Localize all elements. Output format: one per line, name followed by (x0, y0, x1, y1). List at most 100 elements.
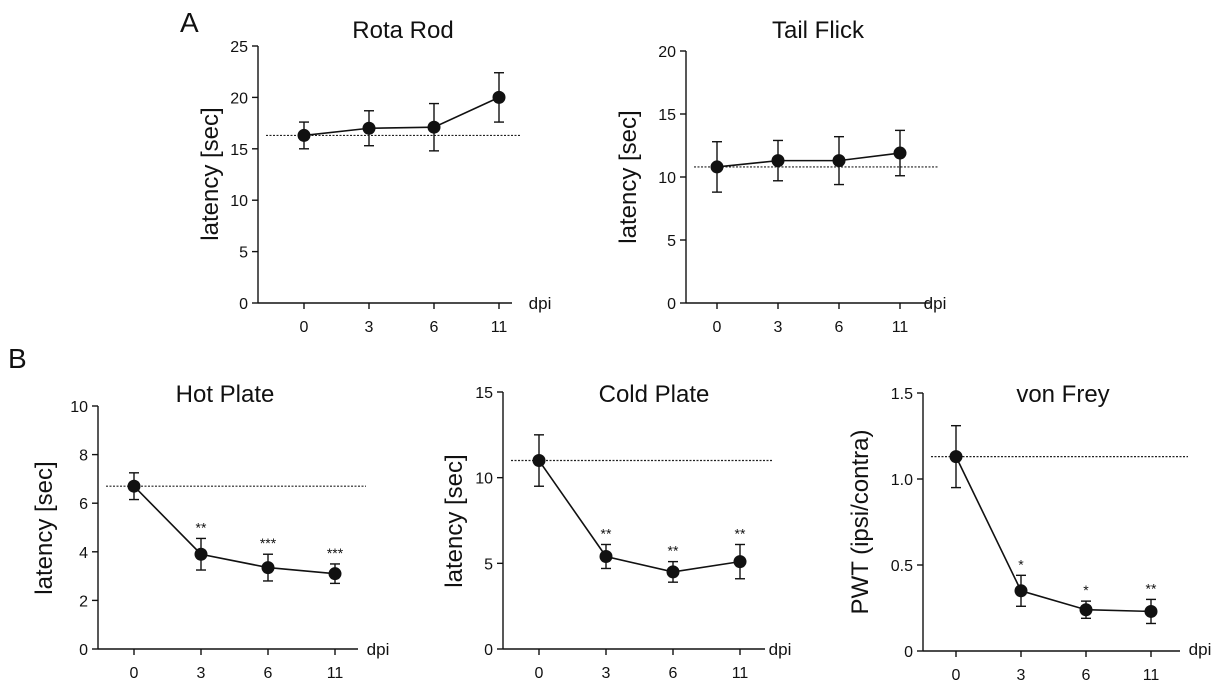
hot-plate-x-tick-label: 0 (130, 665, 139, 682)
tail-flick-y-tick-label: 10 (658, 170, 676, 187)
hot-plate-data-point (261, 561, 275, 575)
cold-plate-significance-label: ** (668, 543, 679, 559)
hot-plate-series-line (133, 485, 336, 575)
cold-plate-x-tick-label: 11 (732, 665, 749, 682)
rota-rod-data-point (492, 90, 506, 104)
rota-rod-y-tick-label: 10 (230, 193, 248, 210)
hot-plate-x-tick-label: 6 (264, 665, 273, 682)
von-frey-significance-label: * (1083, 582, 1089, 598)
tail-flick-series-line (716, 152, 901, 168)
von-frey-title: von Frey (1016, 381, 1109, 408)
panel-label-b: B (8, 343, 27, 374)
cold-plate-data-point (532, 454, 546, 468)
tail-flick-y-axis-label: latency [sec] (615, 110, 642, 243)
rota-rod-x-tick-label: 11 (491, 319, 508, 336)
cold-plate-x-tick-label: 0 (535, 665, 544, 682)
tail-flick-x-tick-label: 6 (835, 319, 844, 336)
hot-plate-significance-label: *** (327, 545, 344, 561)
tail-flick-y-tick-label: 20 (658, 44, 676, 61)
cold-plate-y-axis-label: latency [sec] (441, 454, 468, 587)
von-frey-x-tick-label: 3 (1017, 667, 1026, 683)
cold-plate-x-tick-label: 6 (669, 665, 678, 682)
hot-plate-y-tick-label: 6 (79, 496, 88, 513)
cold-plate-y-tick-label: 0 (484, 642, 493, 659)
panel-label-a: A (180, 7, 199, 38)
rota-rod-x-tick-label: 6 (430, 319, 439, 336)
rota-rod-y-tick-label: 0 (239, 296, 248, 313)
hot-plate-data-point (194, 547, 208, 561)
tail-flick-y-tick-label: 15 (658, 107, 676, 124)
hot-plate-y-tick-label: 8 (79, 448, 88, 465)
rota-rod-y-tick-label: 15 (230, 142, 248, 159)
cold-plate-x-tick-label: 3 (602, 665, 611, 682)
rota-rod-series-line (303, 96, 500, 137)
rota-rod-y-axis-label: latency [sec] (197, 107, 224, 240)
rota-rod-data-point (427, 120, 441, 134)
von-frey-x-tick-label: 11 (1143, 667, 1160, 683)
cold-plate-y-tick-label: 5 (484, 556, 493, 573)
hot-plate-x-axis-label: dpi (367, 640, 390, 659)
cold-plate-y-tick-label: 15 (475, 385, 493, 402)
tail-flick-data-point (893, 146, 907, 160)
rota-rod-y-tick-label: 25 (230, 39, 248, 56)
hot-plate-significance-label: *** (260, 535, 277, 551)
von-frey-significance-label: * (1018, 556, 1024, 572)
von-frey-significance-label: ** (1146, 580, 1157, 596)
cold-plate-y-tick-label: 10 (475, 471, 493, 488)
cold-plate-data-point (733, 555, 747, 569)
hot-plate-y-tick-label: 4 (79, 545, 88, 562)
rota-rod-data-point (362, 121, 376, 135)
von-frey-y-tick-label: 1.0 (891, 472, 913, 489)
rota-rod-chart: Rota Rod latency [sec] 0 5 10 15 20 25 0 3 6 11 dpi (197, 17, 551, 336)
tail-flick-y-tick-label: 5 (667, 233, 676, 250)
von-frey-x-tick-label: 6 (1082, 667, 1091, 683)
rota-rod-y-tick-label: 5 (239, 245, 248, 262)
tail-flick-chart: Tail Flick latency [sec] 0 5 10 15 20 0 3 6 11 dpi (615, 17, 946, 336)
hot-plate-x-tick-label: 11 (327, 665, 344, 682)
von-frey-x-tick-label: 0 (952, 667, 961, 683)
hot-plate-y-tick-label: 2 (79, 593, 88, 610)
tail-flick-y-tick-label: 0 (667, 296, 676, 313)
cold-plate-x-axis-label: dpi (769, 640, 792, 659)
hot-plate-y-tick-label: 0 (79, 642, 88, 659)
rota-rod-x-tick-label: 0 (300, 319, 309, 336)
tail-flick-x-tick-label: 3 (774, 319, 783, 336)
von-frey-x-axis-label: dpi (1189, 640, 1212, 659)
von-frey-y-axis-label: PWT (ipsi/contra) (847, 430, 874, 615)
rota-rod-title: Rota Rod (352, 17, 453, 44)
hot-plate-significance-label: ** (196, 519, 207, 535)
hot-plate-x-tick-label: 3 (197, 665, 206, 682)
cold-plate-series-line (538, 460, 741, 573)
von-frey-series-line (955, 456, 1152, 613)
rota-rod-x-tick-label: 3 (365, 319, 374, 336)
hot-plate-y-axis-label: latency [sec] (31, 461, 58, 594)
tail-flick-x-axis-label: dpi (924, 294, 947, 313)
tail-flick-x-tick-label: 0 (713, 319, 722, 336)
hot-plate-data-point (328, 567, 342, 581)
von-frey-data-point (1079, 603, 1093, 617)
cold-plate-data-point (666, 565, 680, 579)
cold-plate-data-point (599, 549, 613, 563)
rota-rod-y-tick-label: 20 (230, 90, 248, 107)
von-frey-data-point (1014, 584, 1028, 598)
cold-plate-title: Cold Plate (599, 381, 710, 408)
hot-plate-title: Hot Plate (176, 381, 275, 408)
rota-rod-data-point (297, 128, 311, 142)
tail-flick-x-tick-label: 11 (892, 319, 909, 336)
cold-plate-chart: Cold Plate latency [sec] 0 5 10 15 0 3 6 11 dpi ** *… (441, 381, 791, 682)
von-frey-y-tick-label: 0.5 (891, 558, 913, 575)
tail-flick-title: Tail Flick (772, 17, 865, 44)
von-frey-data-point (1144, 604, 1158, 618)
hot-plate-data-point (127, 479, 141, 493)
von-frey-y-tick-label: 1.5 (891, 386, 913, 403)
cold-plate-significance-label: ** (735, 525, 746, 541)
tail-flick-data-point (710, 160, 724, 174)
cold-plate-significance-label: ** (601, 525, 612, 541)
von-frey-chart: von Frey PWT (ipsi/contra) 0 0.5 1.0 1.5 0 3 6 11… (847, 381, 1211, 683)
tail-flick-data-point (832, 154, 846, 168)
von-frey-data-point (949, 450, 963, 464)
hot-plate-y-tick-label: 10 (70, 399, 88, 416)
von-frey-y-tick-label: 0 (904, 644, 913, 661)
tail-flick-data-point (771, 154, 785, 168)
